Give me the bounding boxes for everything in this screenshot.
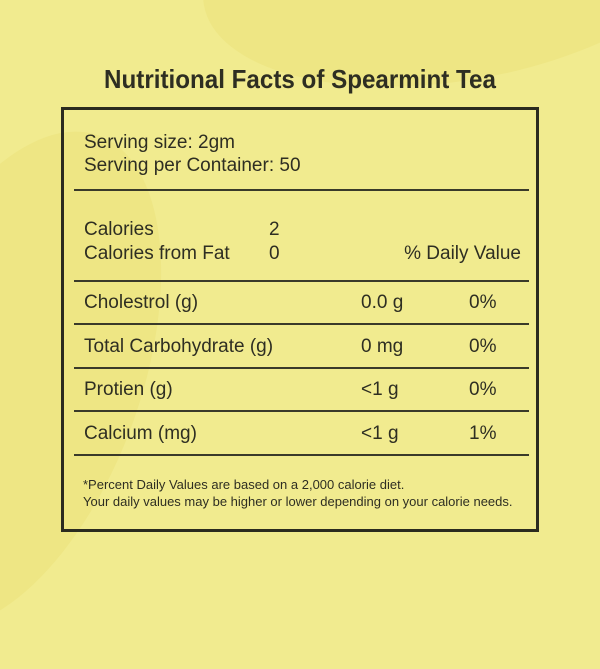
- daily-value-header: % Daily Value: [404, 243, 521, 264]
- nutrient-dv: 0%: [469, 292, 497, 313]
- nutrient-name: Cholestrol (g): [84, 292, 199, 313]
- calories-value: 2: [269, 219, 280, 240]
- divider: [74, 367, 529, 369]
- nutrient-dv: 0%: [469, 336, 497, 357]
- nutrient-dv: 0%: [469, 379, 497, 400]
- nutrient-amount: 0.0 g: [361, 292, 404, 313]
- nutrient-name: Calcium (mg): [84, 423, 197, 444]
- nutrient-amount: <1 g: [361, 379, 399, 400]
- divider: [74, 454, 529, 456]
- divider: [74, 410, 529, 412]
- nutrition-table: Serving size: 2gm Serving per Container:…: [61, 107, 539, 532]
- calories-label: Calories: [84, 219, 154, 240]
- divider: [74, 323, 529, 325]
- nutrient-name: Total Carbohydrate (g): [84, 336, 274, 357]
- footnote-line: *Percent Daily Values are based on a 2,0…: [83, 477, 405, 492]
- nutrient-amount: 0 mg: [361, 336, 404, 357]
- serving-size: Serving size: 2gm: [84, 132, 236, 153]
- footnote-line: Your daily values may be higher or lower…: [83, 494, 513, 509]
- divider: [74, 189, 529, 191]
- calories-fat-value: 0: [269, 243, 280, 264]
- page-title: Nutritional Facts of Spearmint Tea: [104, 64, 496, 94]
- calories-fat-label: Calories from Fat: [84, 243, 230, 264]
- nutrient-name: Protien (g): [84, 379, 173, 400]
- divider: [74, 280, 529, 282]
- background-leaf: [183, 0, 600, 124]
- nutrient-dv: 1%: [469, 423, 497, 444]
- nutrient-amount: <1 g: [361, 423, 399, 444]
- serving-per-container: Serving per Container: 50: [84, 155, 301, 176]
